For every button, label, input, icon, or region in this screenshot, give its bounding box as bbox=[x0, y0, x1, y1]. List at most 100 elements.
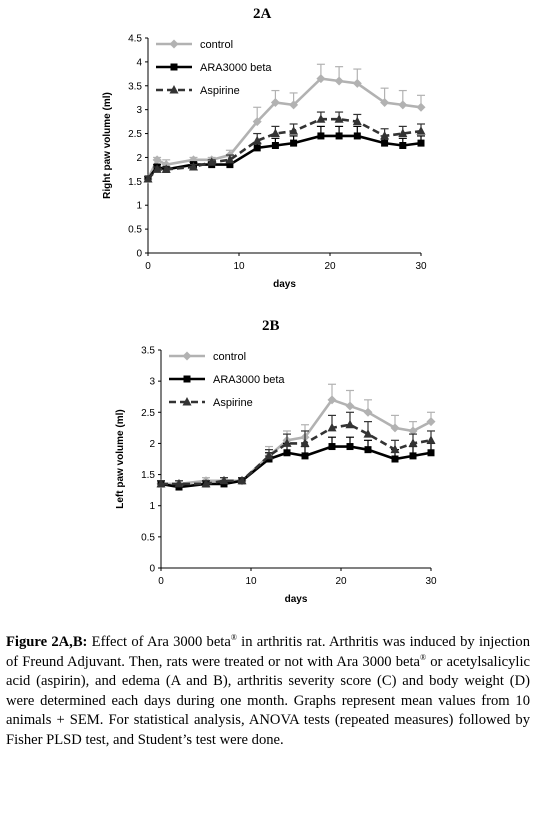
chart-a-ara-point bbox=[253, 144, 261, 152]
chart-b-y-tick-label: 2.5 bbox=[141, 408, 155, 419]
chart-a-legend-label-ara: ARA3000 beta bbox=[200, 62, 272, 74]
chart-b-ara-point bbox=[328, 443, 336, 451]
chart-a-ara-point bbox=[290, 139, 298, 147]
chart-a-aspirine-point bbox=[289, 126, 299, 135]
chart-b-ara-point bbox=[364, 446, 372, 454]
chart-a-x-axis-label: days bbox=[273, 279, 296, 290]
chart-b-aspirine-point bbox=[327, 422, 337, 432]
chart-a-aspirine-point bbox=[334, 114, 344, 123]
chart-a-x-tick-label: 30 bbox=[415, 261, 427, 272]
chart-b-aspirine-point bbox=[237, 475, 247, 485]
chart-a-legend-label-aspirine: Aspirine bbox=[200, 85, 240, 97]
chart-a-control-point bbox=[289, 100, 299, 110]
chart-b-control-point bbox=[426, 417, 436, 427]
chart-a-ara-point bbox=[317, 132, 325, 140]
chart-b-legend-item-aspirine: Aspirine bbox=[169, 397, 253, 409]
chart-a-y-tick-label: 0 bbox=[136, 249, 142, 260]
caption-text-2: in arthritis rat. Arthritis was induced … bbox=[6, 634, 531, 670]
chart-b-series-control bbox=[156, 383, 436, 489]
chart-b-ara-point bbox=[391, 455, 399, 463]
chart-a-legend-marker-aspirine bbox=[169, 85, 179, 94]
chart-b-ara-point bbox=[301, 452, 309, 460]
chart-b-legend-marker-aspirine bbox=[182, 397, 192, 406]
chart-b-y-tick-label: 1.5 bbox=[141, 470, 155, 481]
chart-a-ara-point bbox=[417, 139, 425, 147]
chart-b-control-point bbox=[363, 407, 373, 417]
chart-a: 0 0.5 1 1.5 2 2.5 3 3.5 4 4.5 0 10 20 30 days Right paw… bbox=[102, 34, 427, 291]
chart-a-aspirine-point bbox=[143, 173, 153, 183]
chart-a-y-tick-label: 1 bbox=[136, 201, 142, 212]
chart-a-x-tick-label: 20 bbox=[324, 261, 336, 272]
chart-a-aspirine-point bbox=[189, 162, 198, 171]
chart-b-aspirine-point bbox=[282, 438, 292, 447]
chart-a-control-line bbox=[146, 77, 422, 180]
chart-b-aspirine-line bbox=[161, 423, 432, 486]
chart-a-aspirine-point bbox=[225, 154, 235, 164]
chart-a-legend-item-control: control bbox=[156, 39, 233, 51]
chart-b: 0 0.5 1 1.5 2 2.5 3 3.5 0 10 20 30 days Left paw volu… bbox=[115, 346, 437, 606]
chart-b-legend-label-aspirine: Aspirine bbox=[213, 397, 253, 409]
chart-b-x-axis-label: days bbox=[285, 594, 308, 605]
figure-caption: Figure 2A,B: Effect of Ara 3000 beta® in… bbox=[6, 633, 530, 751]
chart-a-y-tick-label: 2 bbox=[136, 153, 142, 164]
chart-a-ara-point bbox=[335, 132, 343, 140]
chart-a-aspirine-point bbox=[207, 157, 217, 166]
chart-b-y-tick-label: 3 bbox=[149, 377, 155, 388]
chart-b-legend-item-ara: ARA3000 beta bbox=[169, 374, 285, 386]
chart-a-aspirine-point bbox=[316, 114, 326, 123]
caption-reg-mark-1: ® bbox=[230, 633, 237, 643]
chart-a-aspirine-point bbox=[152, 164, 162, 173]
chart-b-aspirine-point bbox=[300, 438, 310, 447]
chart-a-ara-line bbox=[146, 134, 422, 180]
chart-b-legend-marker-control bbox=[182, 351, 192, 361]
chart-a-control-point bbox=[252, 117, 262, 127]
chart-b-y-tick-label: 3.5 bbox=[141, 346, 155, 357]
chart-a-aspirine-point bbox=[416, 126, 426, 135]
chart-b-aspirine-point bbox=[174, 478, 184, 488]
chart-a-y-tick-label: 3 bbox=[136, 105, 142, 116]
chart-b-y-axis-label: Left paw volume (ml) bbox=[115, 409, 126, 508]
chart-b-aspirine-point bbox=[426, 435, 436, 444]
chart-a-legend-marker-ara bbox=[170, 63, 178, 71]
chart-a-control-point bbox=[380, 98, 390, 107]
chart-b-x-tick-label: 30 bbox=[425, 576, 437, 587]
chart-a-y-tick-label: 0.5 bbox=[128, 225, 142, 236]
chart-b-y-tick-label: 2 bbox=[149, 439, 155, 450]
chart-a-control-point bbox=[152, 155, 162, 165]
chart-a-aspirine-point bbox=[270, 128, 280, 138]
chart-a-control-point bbox=[316, 74, 326, 84]
chart-b-series-aspirine bbox=[156, 411, 436, 488]
chart-b-aspirine-point bbox=[390, 444, 400, 454]
chart-b-legend-label-control: control bbox=[213, 351, 246, 363]
chart-a-legend-marker-control bbox=[169, 39, 179, 49]
chart-b-aspirine-point bbox=[156, 478, 166, 488]
chart-b-control-point bbox=[345, 401, 355, 411]
chart-b-control-point bbox=[327, 395, 337, 405]
chart-b-ara-point bbox=[346, 443, 354, 451]
chart-a-y-tick-label: 1.5 bbox=[128, 177, 142, 188]
chart-a-y-axis-label: Right paw volume (ml) bbox=[102, 92, 113, 199]
caption-text-3: or acetylsalicylic acid (aspirin), and e… bbox=[6, 653, 531, 748]
chart-a-control-point bbox=[416, 102, 426, 112]
chart-a-control-point bbox=[352, 78, 362, 88]
chart-a-control-point bbox=[398, 100, 408, 110]
chart-a-control-point bbox=[334, 76, 344, 86]
chart-b-legend-label-ara: ARA3000 beta bbox=[213, 374, 285, 386]
chart-b-y-tick-label: 1 bbox=[149, 501, 155, 512]
chart-b-y-tick-label: 0.5 bbox=[141, 532, 155, 543]
chart-b-x-tick-label: 10 bbox=[245, 576, 257, 587]
chart-a-y-tick-label: 2.5 bbox=[128, 129, 142, 140]
chart-b-legend-item-control: control bbox=[169, 351, 246, 363]
caption-reg-mark-2: ® bbox=[420, 652, 427, 662]
chart-a-ara-point bbox=[399, 142, 407, 149]
chart-a-ara-point bbox=[381, 139, 389, 147]
chart-b-control-line bbox=[161, 398, 432, 486]
chart-b-aspirine-point bbox=[363, 429, 373, 438]
chart-b-y-tick-label: 0 bbox=[149, 564, 155, 575]
chart-b-x-tick-label: 0 bbox=[158, 576, 164, 587]
chart-b-ara-point bbox=[409, 452, 417, 460]
chart-b-ara-point bbox=[427, 449, 435, 457]
chart-a-y-tick-label: 4.5 bbox=[128, 34, 142, 45]
caption-text-1: Effect of Ara 3000 beta bbox=[87, 634, 231, 650]
chart-a-aspirine-line bbox=[147, 117, 422, 180]
